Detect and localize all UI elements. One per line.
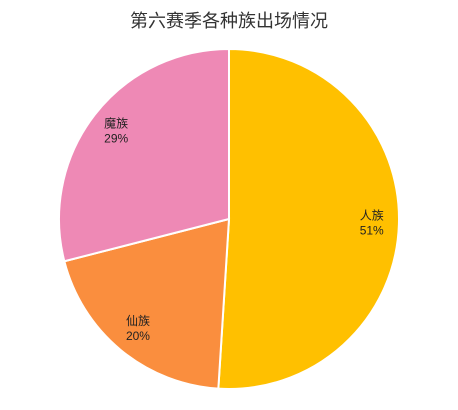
pie-slice [217,47,400,390]
slice-label: 人族 [360,209,384,223]
chart-title: 第六赛季各种族出场情况 [130,11,328,31]
pie-slice [58,47,230,263]
slice-label: 仙族 [126,314,150,328]
slice-value-label: 20% [126,329,150,343]
slice-value-label: 29% [104,132,128,146]
pie-slice [63,217,231,390]
slice-value-label: 51% [360,224,384,238]
slice-label: 魔族 [104,116,128,131]
